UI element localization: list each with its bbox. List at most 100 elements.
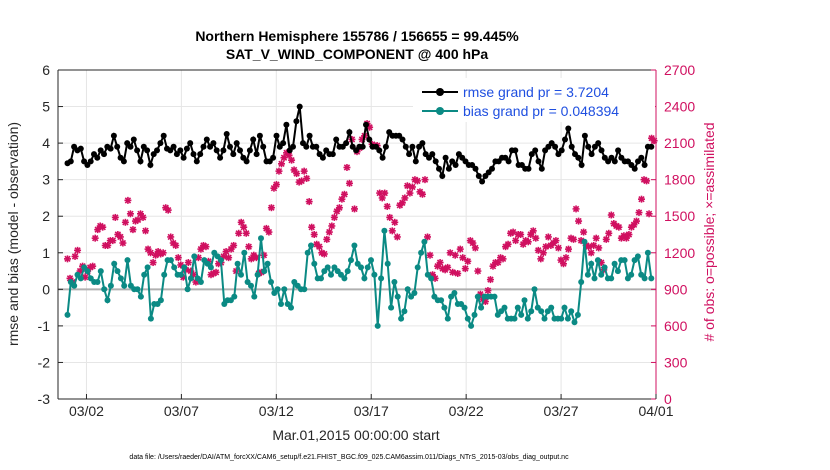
rmse-point xyxy=(213,147,220,154)
bias-point xyxy=(391,279,398,285)
obs-assimilated-point xyxy=(323,235,331,243)
bias-point xyxy=(441,304,448,311)
obs-assimilated-point xyxy=(340,190,348,198)
obs-assimilated-point xyxy=(408,183,416,191)
chart-title-line2: SAT_V_WIND_COMPONENT @ 400 hPa xyxy=(226,46,489,62)
bias-point xyxy=(308,242,314,249)
obs-assimilated-point xyxy=(267,204,275,212)
obs-mark-d2 xyxy=(303,175,310,182)
bias-point xyxy=(501,304,508,311)
obs-mark-d2 xyxy=(409,183,416,191)
obs-assimilated-point xyxy=(517,231,525,238)
bias-point xyxy=(124,257,131,264)
y-tick-label-right: 300 xyxy=(664,354,688,370)
y-tick-label-right: 1800 xyxy=(664,172,695,188)
rmse-point xyxy=(558,147,565,154)
bias-point xyxy=(268,279,274,285)
obs-assimilated-point xyxy=(444,263,452,271)
bias-point xyxy=(248,282,254,289)
obs-assimilated-point xyxy=(580,228,588,236)
obs-mark-d2 xyxy=(230,242,237,249)
rmse-point xyxy=(565,125,572,132)
bias-point xyxy=(444,315,451,322)
obs-mark-d2 xyxy=(144,245,152,253)
rmse-point xyxy=(439,173,446,179)
rmse-point xyxy=(581,132,588,139)
y-tick-label-right: 1200 xyxy=(664,245,695,261)
bias-point xyxy=(608,275,615,282)
obs-mark-d2 xyxy=(311,231,318,238)
bias-point xyxy=(521,297,528,304)
obs-mark-d2 xyxy=(321,250,328,258)
bias-point xyxy=(77,275,84,282)
obs-mark-d2 xyxy=(444,264,451,271)
obs-assimilated-point xyxy=(300,167,308,175)
rmse-point xyxy=(346,129,353,136)
obs-mark-d2 xyxy=(643,177,650,185)
obs-mark-d2 xyxy=(288,156,295,164)
obs-mark-d2 xyxy=(273,181,280,188)
obs-assimilated-point xyxy=(235,229,243,237)
obs-mark-d2 xyxy=(137,210,144,217)
bias-point xyxy=(578,279,585,285)
bias-point xyxy=(574,311,581,318)
bias-point xyxy=(568,308,575,315)
obs-mark-d2 xyxy=(285,152,293,159)
y-tick-label-right: 1500 xyxy=(664,208,695,224)
obs-assimilated-point xyxy=(386,213,394,221)
obs-mark-d2 xyxy=(391,219,398,226)
obs-mark-d2 xyxy=(562,254,570,261)
obs-assimilated-point xyxy=(272,181,280,189)
bias-point xyxy=(231,293,238,300)
bias-point xyxy=(404,286,411,293)
obs-mark-d2 xyxy=(545,233,552,241)
x-tick-label: 03/12 xyxy=(259,403,294,419)
rmse-point xyxy=(273,132,280,139)
obs-mark-d2 xyxy=(293,170,300,177)
obs-mark-d2 xyxy=(341,191,348,198)
obs-assimilated-point xyxy=(174,254,182,262)
obs-mark-d2 xyxy=(426,252,434,259)
obs-mark-d2 xyxy=(253,254,260,261)
bias-point xyxy=(261,268,268,275)
obs-assimilated-point xyxy=(63,255,71,263)
obs-assimilated-point xyxy=(164,206,172,214)
obs-mark-d2 xyxy=(452,252,459,259)
right-tick-layer: 0 300 600 900 1200 1500 1800 2100 2400 2700 xyxy=(651,62,695,407)
obs-mark-d2 xyxy=(91,234,99,242)
obs-mark-d2 xyxy=(263,225,270,232)
obs-mark-d2 xyxy=(225,254,232,261)
obs-mark-d2 xyxy=(343,164,351,171)
obs-assimilated-point xyxy=(345,179,353,187)
obs-mark-d2 xyxy=(122,219,129,226)
bias-point xyxy=(644,249,651,256)
obs-mark-d2 xyxy=(64,255,71,263)
obs-assimilated-point xyxy=(454,269,462,277)
legend-bias-label: bias grand pr = 0.048394 xyxy=(463,103,619,119)
obs-assimilated-point xyxy=(562,254,570,262)
bias-point xyxy=(451,290,458,296)
obs-assimilated-point xyxy=(335,204,343,212)
obs-mark-d2 xyxy=(185,259,192,266)
obs-mark-d2 xyxy=(195,254,202,261)
rmse-point xyxy=(445,165,452,172)
obs-assimilated-point xyxy=(240,223,248,231)
obs-assimilated-point xyxy=(615,223,623,231)
bias-point xyxy=(518,311,525,318)
bias-point xyxy=(134,286,141,293)
obs-assimilated-point xyxy=(577,237,585,245)
obs-mark-d2 xyxy=(575,217,582,225)
bias-point xyxy=(601,264,608,271)
rmse-point xyxy=(382,143,389,150)
obs-mark-d2 xyxy=(167,233,174,241)
obs-mark-d2 xyxy=(464,258,471,265)
obs-assimilated-point xyxy=(277,160,285,168)
bias-point xyxy=(474,293,481,300)
obs-mark-d2 xyxy=(290,166,298,174)
obs-mark-d2 xyxy=(552,237,560,244)
obs-mark-d2 xyxy=(119,239,127,247)
rmse-point xyxy=(260,143,267,150)
obs-mark-d2 xyxy=(625,231,633,238)
obs-assimilated-point xyxy=(572,205,580,213)
obs-assimilated-point xyxy=(499,255,507,263)
